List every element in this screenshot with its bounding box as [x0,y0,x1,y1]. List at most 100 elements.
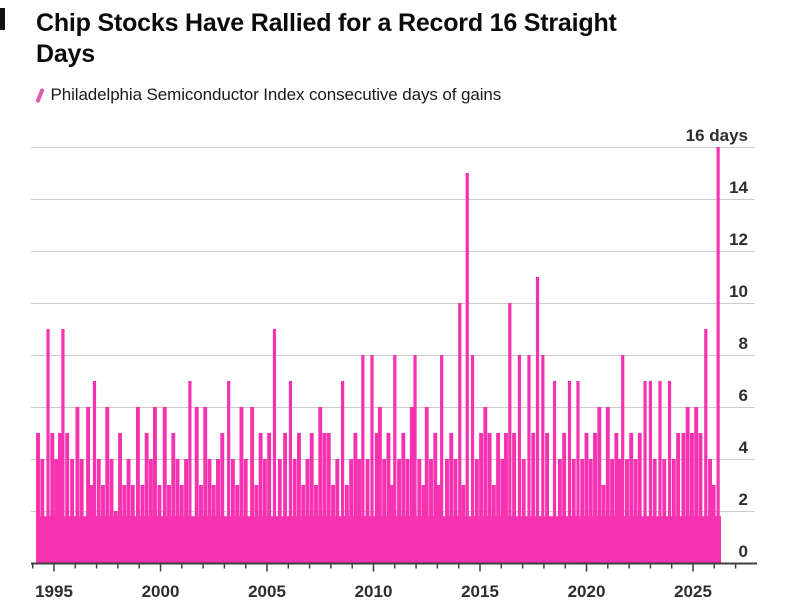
bar [101,485,105,563]
bar [144,433,149,563]
bar [243,459,248,563]
bar [361,355,365,563]
bar [545,433,550,563]
bar [297,433,301,563]
bar [440,355,444,563]
bar [681,433,686,563]
bar [262,459,267,563]
bar [662,459,667,563]
bar [194,407,199,563]
bar [167,485,171,563]
bar [508,303,512,563]
bar [50,433,55,563]
bar [576,381,580,563]
bar [357,459,362,563]
bar [89,485,94,563]
bar [637,433,642,563]
bar [541,355,545,563]
x-axis-tick-label: 2010 [355,582,393,601]
bar [643,381,647,563]
bar [179,485,184,563]
bar [617,459,622,563]
bar [694,407,699,563]
y-axis-tick-label: 16 days [686,126,748,145]
bar [483,407,488,563]
bar [521,459,526,563]
bar [605,407,610,563]
bar [389,485,394,563]
bar [708,459,712,563]
bar [652,459,657,563]
bar [188,381,192,563]
x-axis-tick-label: 2020 [568,582,606,601]
record-bar [716,147,720,563]
x-axis-tick-label: 2015 [461,582,499,601]
bar [504,433,508,563]
bar [61,329,65,563]
bar [711,485,716,563]
y-axis-tick-label: 14 [729,178,748,197]
bar [584,433,589,563]
bar [461,485,466,563]
bar [601,485,606,563]
bar [148,459,153,563]
bar [580,459,585,563]
bar [374,433,379,563]
bar [65,433,70,563]
bar [199,485,203,563]
bar [465,173,469,563]
bar [421,485,426,563]
bar [487,433,492,563]
bar [535,277,540,563]
bar [258,433,263,563]
bar [386,433,391,563]
bar [318,407,323,563]
y-axis-tick-label: 8 [739,334,748,353]
bar [175,459,180,563]
bar [648,381,652,563]
bar [353,433,358,563]
bar [58,433,62,563]
bar [140,485,145,563]
bar [70,459,75,563]
bar [344,485,349,563]
bar [322,433,327,563]
bar [685,407,690,563]
bar [326,433,331,563]
y-axis-tick-label: 6 [739,386,748,405]
bar [46,329,50,563]
bar [309,433,314,563]
bar [349,459,354,563]
bar [40,459,45,563]
y-axis-tick-label: 4 [739,438,749,457]
bar [254,485,259,563]
bar [393,355,397,563]
bar [305,459,310,563]
bar [405,459,410,563]
bar [671,459,676,563]
bar [453,459,458,563]
bar [470,355,475,563]
bar [401,433,406,563]
bar [122,485,127,563]
bar [230,459,235,563]
bar [184,459,189,563]
chart-title: Chip Stocks Have Rallied for a Record 16… [36,8,776,70]
bar [500,459,505,563]
bar [171,433,176,563]
bar [126,459,131,563]
y-axis-tick-label: 10 [729,282,748,301]
bar [135,407,140,563]
bar [277,459,282,563]
bar [517,355,522,563]
bar [211,485,216,563]
bar [629,433,634,563]
bar [220,433,225,563]
bar [272,329,277,563]
bar [698,433,703,563]
y-axis-tick-label: 12 [729,230,748,249]
bar [235,485,240,563]
bar [382,459,387,563]
bar [109,459,114,563]
